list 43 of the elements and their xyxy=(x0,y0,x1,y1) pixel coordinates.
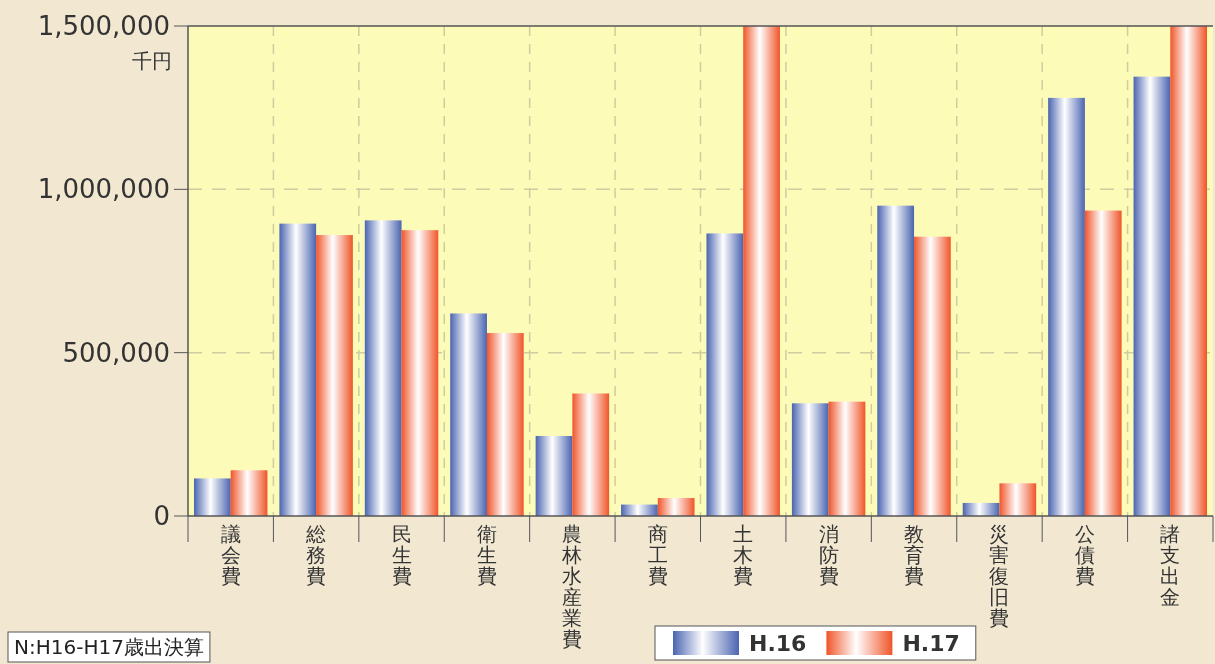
x-tick-label: 教育費 xyxy=(904,522,925,588)
y-tick-label: 1,000,000 xyxy=(37,174,170,205)
text: N:H16-H17歳出決算 xyxy=(14,635,204,659)
x-tick-label: 総務費 xyxy=(305,522,327,588)
y-tick-label: 500,000 xyxy=(62,337,170,368)
bar xyxy=(828,401,866,516)
bar xyxy=(999,483,1037,516)
x-tick-label: 議会費 xyxy=(220,522,241,588)
bar xyxy=(1170,26,1208,516)
bar xyxy=(706,233,744,516)
bar xyxy=(486,333,524,516)
bar xyxy=(791,403,829,516)
x-tick-label: 災害復旧費 xyxy=(989,522,1010,630)
bar xyxy=(193,478,231,516)
x-tick-label: 民生費 xyxy=(391,522,412,588)
bar xyxy=(657,498,695,516)
bar xyxy=(572,393,610,516)
y-tick-label: 0 xyxy=(153,501,170,531)
x-tick-label: 公債費 xyxy=(1074,522,1095,588)
bar xyxy=(1048,97,1085,516)
legend-label: H.16 xyxy=(749,631,807,656)
bar xyxy=(535,435,573,516)
bar xyxy=(450,313,487,516)
bar xyxy=(1084,210,1122,516)
x-tick-label: 諸支出金 xyxy=(1160,522,1181,609)
bar xyxy=(230,470,268,516)
x-tick-label: 農林水産業費 xyxy=(561,522,583,651)
bar xyxy=(279,223,317,516)
bar xyxy=(877,205,915,516)
x-tick-label: 土木費 xyxy=(733,522,754,588)
x-tick-label: 商工費 xyxy=(647,522,668,588)
bar xyxy=(1133,76,1171,516)
bar xyxy=(962,502,1000,516)
bar xyxy=(743,26,780,516)
bar xyxy=(914,236,951,516)
y-axis-title: 千円 xyxy=(132,49,172,73)
legend-label: H.17 xyxy=(902,631,960,656)
bar xyxy=(401,230,439,516)
x-tick-label: 衛生費 xyxy=(476,522,497,588)
y-tick-label: 1,500,000 xyxy=(37,11,170,41)
x-tick-label: 消防費 xyxy=(818,522,839,588)
bar xyxy=(316,235,353,516)
bar xyxy=(364,220,402,516)
